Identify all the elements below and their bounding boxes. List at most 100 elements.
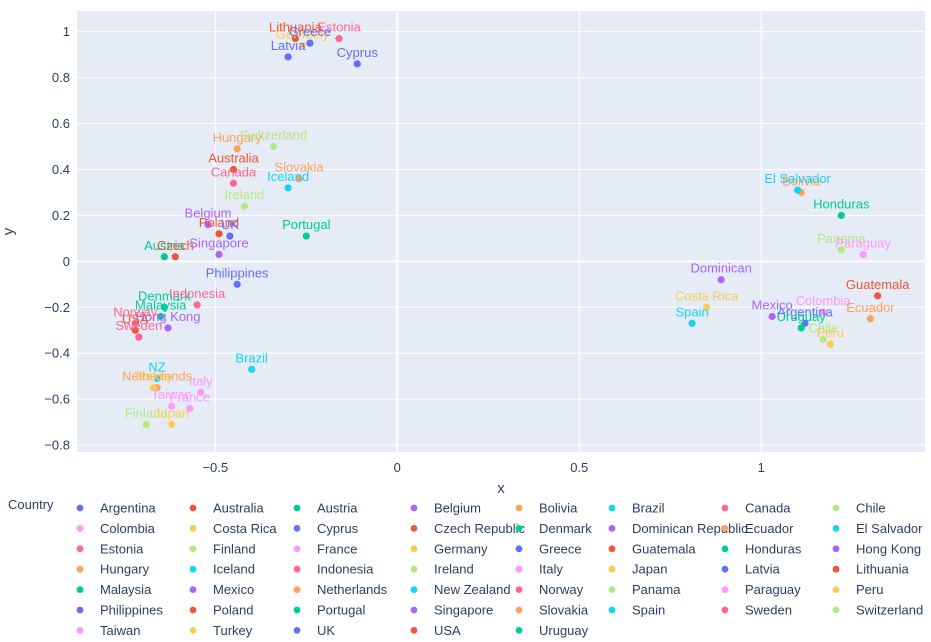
legend-item[interactable]: Colombia xyxy=(76,521,156,536)
legend-item[interactable]: Estonia xyxy=(76,541,145,556)
data-point[interactable] xyxy=(819,308,827,316)
data-point[interactable] xyxy=(197,388,205,396)
legend-item[interactable]: Portugal xyxy=(293,603,366,618)
data-point[interactable] xyxy=(131,319,139,327)
data-point[interactable] xyxy=(284,184,292,192)
data-point[interactable] xyxy=(233,280,241,288)
data-point[interactable] xyxy=(215,230,223,238)
data-point[interactable] xyxy=(859,250,867,259)
data-point[interactable] xyxy=(717,276,725,284)
data-point[interactable] xyxy=(794,186,802,194)
legend-item[interactable]: UK xyxy=(293,623,336,638)
data-point[interactable] xyxy=(866,315,875,323)
data-point[interactable] xyxy=(874,292,882,300)
legend-item[interactable]: Netherlands xyxy=(293,582,388,597)
data-point[interactable] xyxy=(248,365,256,373)
data-point[interactable] xyxy=(168,402,176,410)
data-point[interactable] xyxy=(306,39,314,47)
data-point[interactable] xyxy=(157,312,165,321)
data-point[interactable] xyxy=(240,202,249,210)
legend-item[interactable]: Peru xyxy=(832,582,884,597)
legend-item[interactable]: Spain xyxy=(608,603,666,618)
legend-item[interactable]: Germany xyxy=(410,541,488,556)
legend-item[interactable]: Japan xyxy=(608,562,668,577)
legend-item[interactable]: Belgium xyxy=(410,501,481,516)
data-point[interactable] xyxy=(229,179,238,187)
data-point[interactable] xyxy=(153,374,161,383)
data-point[interactable] xyxy=(284,53,292,61)
data-point[interactable] xyxy=(335,34,343,43)
data-point[interactable] xyxy=(204,221,212,229)
legend-item[interactable]: El Salvador xyxy=(832,521,924,536)
data-point[interactable] xyxy=(233,145,241,153)
legend-item[interactable]: Panama xyxy=(608,582,682,597)
legend-item[interactable]: Poland xyxy=(189,603,254,618)
legend-item[interactable]: Brazil xyxy=(608,501,665,516)
legend-item[interactable]: Turkey xyxy=(189,623,253,638)
legend-item[interactable]: Honduras xyxy=(721,541,802,556)
data-point[interactable] xyxy=(299,41,307,50)
legend-item[interactable]: Paraguay xyxy=(721,582,802,597)
data-point[interactable] xyxy=(295,175,303,183)
legend-item[interactable]: Malaysia xyxy=(76,582,152,597)
legend-item[interactable]: Taiwan xyxy=(76,623,141,638)
legend-item[interactable]: Switzerland xyxy=(832,603,924,618)
legend-item[interactable]: Finland xyxy=(189,541,256,556)
data-point[interactable] xyxy=(302,232,310,240)
data-point[interactable] xyxy=(826,340,834,348)
legend-item[interactable]: Guatemala xyxy=(608,541,697,556)
data-point[interactable] xyxy=(353,60,361,68)
legend-item[interactable]: Latvia xyxy=(721,562,781,577)
data-point[interactable] xyxy=(703,303,711,311)
data-point[interactable] xyxy=(142,420,150,429)
data-point[interactable] xyxy=(291,34,299,43)
data-point[interactable] xyxy=(229,165,238,174)
legend-item[interactable]: Mexico xyxy=(189,582,255,597)
legend-item[interactable]: Bolivia xyxy=(515,501,578,516)
legend-item[interactable]: Canada xyxy=(721,501,792,516)
legend-item[interactable]: Norway xyxy=(515,582,584,597)
legend-item[interactable]: France xyxy=(293,541,358,556)
data-point[interactable] xyxy=(819,335,827,344)
legend-item[interactable]: Austria xyxy=(293,501,359,516)
data-point[interactable] xyxy=(171,253,179,261)
legend-item[interactable]: Uruguay xyxy=(515,623,589,638)
data-point[interactable] xyxy=(164,324,172,332)
legend-item[interactable]: Costa Rica xyxy=(189,521,278,536)
legend-item[interactable]: Slovakia xyxy=(515,603,589,618)
legend-item[interactable]: Cyprus xyxy=(293,521,359,536)
legend-item[interactable]: Czech Republic xyxy=(410,521,526,536)
legend-item[interactable]: Hong Kong xyxy=(832,541,921,556)
legend-item[interactable]: Ecuador xyxy=(721,521,794,536)
legend-item[interactable]: Indonesia xyxy=(293,562,375,577)
data-point[interactable] xyxy=(797,324,805,332)
legend-item[interactable]: Australia xyxy=(189,501,265,516)
data-point[interactable] xyxy=(186,404,194,412)
data-point[interactable] xyxy=(215,250,223,259)
legend-item[interactable]: Philippines xyxy=(76,603,164,618)
legend-item[interactable]: Denmark xyxy=(515,521,593,536)
legend-item[interactable]: Dominican Republic xyxy=(608,521,749,536)
data-point[interactable] xyxy=(160,303,168,311)
data-point[interactable] xyxy=(269,142,278,151)
data-point[interactable] xyxy=(160,253,168,261)
data-point[interactable] xyxy=(688,319,696,327)
legend-item[interactable]: Italy xyxy=(515,562,564,577)
legend-item[interactable]: Singapore xyxy=(410,603,494,618)
legend-item[interactable]: Chile xyxy=(832,501,886,516)
legend-item[interactable]: Argentina xyxy=(76,501,157,516)
legend-item[interactable]: USA xyxy=(410,623,461,638)
legend-item[interactable]: Lithuania xyxy=(832,562,910,577)
data-point[interactable] xyxy=(131,326,139,334)
legend-item[interactable]: Greece xyxy=(515,541,582,556)
legend-item[interactable]: Iceland xyxy=(189,562,255,577)
data-point[interactable] xyxy=(837,246,845,254)
data-point[interactable] xyxy=(135,333,143,341)
data-point[interactable] xyxy=(837,211,845,220)
data-point[interactable] xyxy=(168,420,176,429)
legend-item[interactable]: New Zealand xyxy=(410,582,511,597)
legend-item[interactable]: Hungary xyxy=(76,562,150,577)
legend[interactable]: Country Argentina Australia Austria Belgium… xyxy=(8,497,923,638)
data-point[interactable] xyxy=(193,301,201,309)
legend-item[interactable]: Ireland xyxy=(410,562,474,577)
